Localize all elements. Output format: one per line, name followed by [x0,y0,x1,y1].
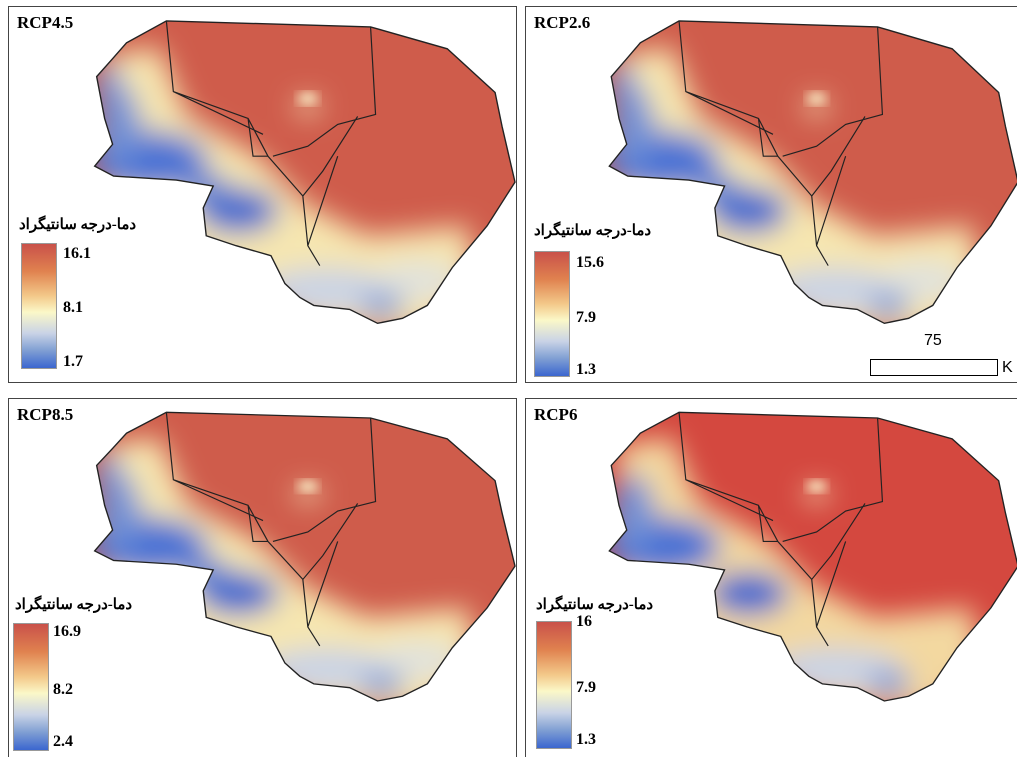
legend-mid-label: 8.1 [63,299,83,316]
scenario-title: RCP8.5 [17,405,74,424]
legend-min-label: 1.7 [63,353,83,370]
scalebar-unit: K [1002,359,1013,376]
legend-min-label: 1.3 [576,731,596,748]
legend-mid-label: 8.2 [53,681,73,698]
scenario-title: RCP2.6 [534,13,591,32]
legend-min-label: 1.3 [576,361,596,378]
legend-title: دما-درجه سانتیگراد [19,217,137,233]
map-panel-rcp26: RCP2.6 دما-درجه سانتیگراد 15.6 7.9 1.3 7… [525,6,1017,383]
temperature-map [526,7,1017,382]
map-panel-rcp85: RCP8.5 دما-درجه سانتیگراد 16.9 8.2 2.4 [8,398,517,757]
legend-mid-label: 7.9 [576,309,596,326]
legend-max-label: 16.1 [63,245,91,262]
legend-title: دما-درجه سانتیگراد [534,223,652,239]
map-panel-rcp6: RCP6 دما-درجه سانتیگراد 16 7.9 1.3 [525,398,1017,757]
scalebar-value: 75 [924,332,942,349]
map-panel-rcp45: RCP4.5 دما-درجه سانتیگراد 16.1 8.1 1.7 [8,6,517,383]
legend-max-label: 15.6 [576,254,604,271]
legend-title: دما-درجه سانتیگراد [536,597,654,613]
scenario-title: RCP4.5 [17,13,74,32]
legend-color-ramp [21,243,57,369]
temperature-map [9,7,516,382]
legend-max-label: 16 [576,613,592,630]
legend-title: دما-درجه سانتیگراد [15,597,133,613]
legend-max-label: 16.9 [53,623,81,640]
temperature-map [526,399,1017,757]
legend-color-ramp [534,251,570,377]
legend-min-label: 2.4 [53,733,73,750]
temperature-map [9,399,516,757]
legend-mid-label: 7.9 [576,679,596,696]
legend-color-ramp [13,623,49,751]
scalebar [870,359,998,376]
legend-color-ramp [536,621,572,749]
scenario-title: RCP6 [534,405,578,424]
